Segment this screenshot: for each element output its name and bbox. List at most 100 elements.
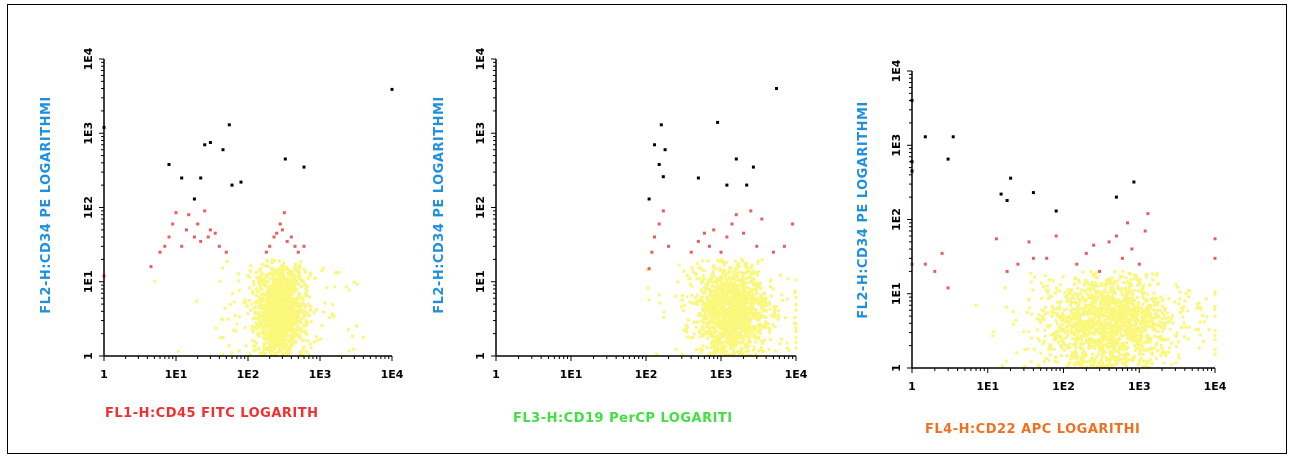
yellow-event-point xyxy=(1108,279,1112,283)
yellow-event-point xyxy=(1089,283,1093,287)
yellow-event-point xyxy=(715,299,719,303)
yellow-event-point xyxy=(274,296,278,300)
yellow-event-point xyxy=(344,285,348,289)
yellow-event-point xyxy=(1057,326,1061,330)
yellow-event-point xyxy=(270,350,274,354)
yellow-event-point xyxy=(1131,323,1134,327)
red-event-point xyxy=(296,250,300,254)
yellow-event-point xyxy=(737,326,741,330)
yellow-event-point xyxy=(291,292,295,296)
yellow-event-point xyxy=(750,289,753,293)
yellow-event-point xyxy=(745,335,749,338)
yellow-event-point xyxy=(1073,333,1077,337)
yellow-event-point xyxy=(1092,287,1096,291)
yellow-event-point xyxy=(1057,305,1061,309)
yellow-event-point xyxy=(759,346,763,350)
yellow-event-point xyxy=(710,306,714,310)
yellow-event-point xyxy=(1110,282,1113,286)
yellow-event-point xyxy=(1123,299,1127,302)
yellow-event-point xyxy=(731,310,735,314)
yellow-event-point xyxy=(750,271,754,275)
yellow-event-point xyxy=(794,330,798,334)
yellow-event-point xyxy=(1109,326,1113,330)
yellow-event-point xyxy=(731,312,735,316)
yellow-event-point xyxy=(677,263,681,267)
yellow-event-point xyxy=(1096,341,1100,344)
black-event-point xyxy=(647,197,651,201)
yellow-event-point xyxy=(1118,327,1122,331)
yellow-event-point xyxy=(259,270,263,274)
yellow-event-point xyxy=(1068,316,1072,320)
yellow-event-point xyxy=(1068,292,1072,295)
yellow-event-point xyxy=(1154,296,1158,300)
yellow-event-point xyxy=(250,328,254,332)
yellow-event-point xyxy=(759,296,763,300)
yellow-event-point xyxy=(1050,304,1054,308)
yellow-event-point xyxy=(1112,335,1116,338)
yellow-event-point xyxy=(1084,289,1087,293)
yellow-event-point xyxy=(304,331,308,335)
yellow-event-point xyxy=(1186,309,1190,313)
yellow-event-point xyxy=(227,344,231,348)
yellow-event-point xyxy=(288,317,292,321)
yellow-event-point xyxy=(352,280,356,284)
yellow-event-point xyxy=(278,267,282,271)
yellow-event-point xyxy=(1065,334,1069,338)
yellow-event-point xyxy=(1112,325,1116,329)
yellow-event-point xyxy=(726,322,729,325)
yellow-event-point xyxy=(1163,323,1167,327)
yellow-event-point xyxy=(308,295,311,299)
yellow-event-point xyxy=(1082,332,1086,336)
yellow-event-point xyxy=(1127,353,1131,356)
yellow-event-point xyxy=(283,267,287,271)
yellow-event-point xyxy=(711,280,715,284)
yellow-event-point xyxy=(1074,328,1078,332)
yellow-event-point xyxy=(1138,327,1142,331)
yellow-event-point xyxy=(1098,314,1102,318)
yellow-event-point xyxy=(355,283,359,286)
yellow-event-point xyxy=(1039,351,1043,355)
yellow-event-point xyxy=(1065,294,1069,298)
yellow-event-point xyxy=(302,324,306,328)
yellow-event-point xyxy=(303,283,306,287)
yellow-event-point xyxy=(694,301,698,304)
yellow-event-point xyxy=(1200,314,1204,317)
yellow-event-point xyxy=(1132,302,1136,306)
yellow-event-point xyxy=(712,343,716,346)
yellow-event-point xyxy=(737,336,741,340)
yellow-event-point xyxy=(764,320,768,324)
yellow-event-point xyxy=(267,317,270,321)
yellow-event-point xyxy=(734,314,738,318)
yellow-event-point xyxy=(1113,347,1117,351)
yellow-event-point xyxy=(709,303,713,306)
yellow-event-point xyxy=(267,335,271,339)
yellow-event-point xyxy=(297,282,300,286)
yellow-event-point xyxy=(755,287,758,291)
yellow-event-point xyxy=(352,347,356,351)
yellow-event-point xyxy=(756,301,760,305)
yellow-event-point xyxy=(1120,300,1124,304)
yellow-event-point xyxy=(286,268,290,272)
yellow-event-point xyxy=(1106,346,1110,350)
yellow-event-point xyxy=(1117,318,1121,322)
yellow-event-point xyxy=(752,281,756,285)
yellow-event-point xyxy=(1124,357,1128,361)
yellow-event-point xyxy=(285,333,289,337)
yellow-event-point xyxy=(760,306,764,310)
yellow-event-point xyxy=(1147,319,1151,323)
red-event-point xyxy=(755,244,759,248)
yellow-event-point xyxy=(300,317,303,321)
yellow-event-point xyxy=(1125,291,1128,295)
yellow-event-point xyxy=(1106,302,1110,305)
yellow-event-point xyxy=(347,288,351,292)
red-event-point xyxy=(650,250,654,254)
yellow-event-point xyxy=(716,347,720,351)
yellow-event-point xyxy=(1105,295,1109,299)
yellow-event-point xyxy=(277,337,281,341)
yellow-event-point xyxy=(1074,357,1078,361)
yellow-event-point xyxy=(249,264,253,268)
yellow-event-point xyxy=(294,262,297,266)
yellow-event-point xyxy=(1138,361,1142,365)
yellow-event-point xyxy=(1110,341,1113,345)
